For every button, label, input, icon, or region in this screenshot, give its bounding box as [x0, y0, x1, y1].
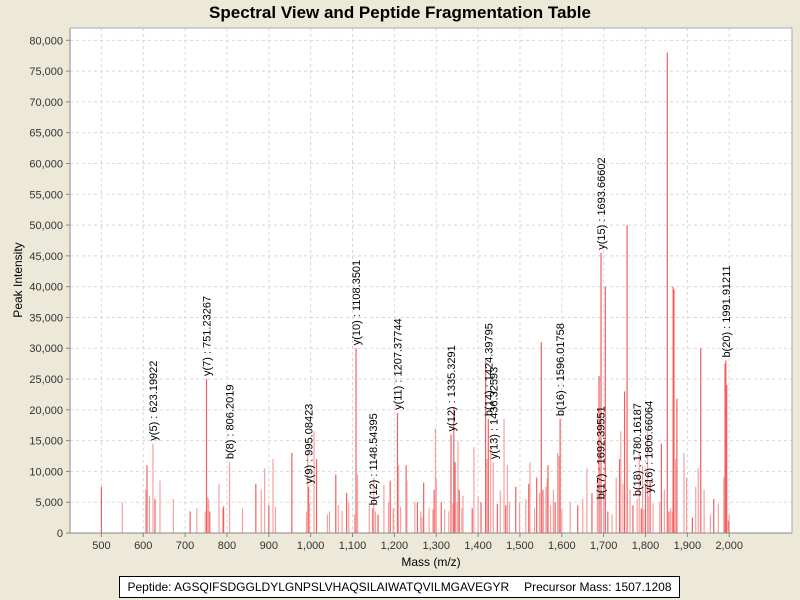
- peak-annotation: y(15) : 1693.66602: [596, 157, 608, 249]
- x-tick-label: 600: [134, 540, 152, 552]
- peak-annotation: y(10) : 1108.3501: [351, 260, 363, 345]
- peak-annotation: b(14) : 1424.39795: [483, 323, 495, 416]
- x-tick-label: 2,000: [715, 540, 743, 552]
- y-tick-label: 60,000: [29, 158, 63, 170]
- x-tick-label: 1,300: [422, 540, 450, 552]
- x-tick-label: 1,600: [548, 540, 576, 552]
- grid: [70, 28, 792, 533]
- x-tick-label: 1,200: [381, 540, 409, 552]
- y-tick-label: 20,000: [29, 405, 63, 417]
- peak-annotation: b(16) : 1596.01758: [555, 323, 567, 416]
- peak-annotation: b(20) : 1991.91211: [721, 265, 733, 357]
- x-tick-label: 1,100: [339, 540, 367, 552]
- peak-annotation: b(18) : 1780.16187: [632, 403, 644, 496]
- peak-annotation: b(12) : 1148.54395: [368, 413, 380, 505]
- peak-annotation: y(16) : 1806.66064: [643, 401, 655, 493]
- y-tick-label: 30,000: [29, 343, 63, 355]
- y-tick-label: 40,000: [29, 282, 63, 294]
- y-tick-label: 35,000: [29, 312, 63, 324]
- x-tick-label: 1,800: [632, 540, 660, 552]
- y-tick-label: 80,000: [29, 35, 63, 47]
- annotations: y(5) : 623.19922 y(7) : 751.23267 b(8) : 8…: [148, 157, 733, 505]
- y-tick-label: 15,000: [29, 436, 63, 448]
- y-tick-label: 25,000: [29, 374, 63, 386]
- peak-annotation: y(7) : 751.23267: [202, 296, 214, 376]
- peak-annotation: y(11) : 1207.37744: [392, 318, 404, 410]
- x-tick-label: 1,500: [506, 540, 534, 552]
- y-tick-label: 65,000: [29, 128, 63, 140]
- x-tick-label: 1,400: [464, 540, 492, 552]
- spectrum-chart: y(5) : 623.19922 y(7) : 751.23267 b(8) : 8…: [11, 27, 793, 569]
- y-tick-label: 5,000: [35, 497, 63, 509]
- plot-area: [70, 28, 792, 533]
- peaks: [100, 52, 730, 533]
- peak-annotation: y(9) : 995.08423: [304, 404, 316, 484]
- precursor-mass: Precursor Mass: 1507.1208: [524, 580, 672, 594]
- y-axis-label: Peak Intensity: [11, 242, 25, 317]
- y-tick-label: 70,000: [29, 97, 63, 109]
- peak-annotation: y(13) : 1436.32593: [488, 367, 500, 459]
- x-tick-label: 1,700: [590, 540, 618, 552]
- axes: 0 5,000 10,000 15,000 20,000 25,000 30,000 35,0…: [29, 27, 793, 552]
- y-tick-label: 45,000: [29, 251, 63, 263]
- y-tick-label: 0: [57, 528, 63, 540]
- x-axis-label: Mass (m/z): [401, 555, 460, 569]
- chart-title: Spectral View and Peptide Fragmentation …: [209, 3, 591, 22]
- y-tick-label: 55,000: [29, 189, 63, 201]
- peptide-info-box: Peptide: AGSQIFSDGGLDYLGNPSLVHAQSILAIWAT…: [119, 576, 680, 598]
- peak-annotation: y(5) : 623.19922: [148, 361, 160, 441]
- peak-annotation: y(12) : 1335.3291: [446, 345, 458, 431]
- x-tick-label: 1,000: [297, 540, 325, 552]
- x-tick-label: 700: [176, 540, 194, 552]
- x-tick-label: 1,900: [674, 540, 702, 552]
- x-tick-label: 500: [92, 540, 110, 552]
- peptide-sequence: Peptide: AGSQIFSDGGLDYLGNPSLVHAQSILAIWAT…: [127, 580, 510, 594]
- y-tick-label: 50,000: [29, 220, 63, 232]
- x-tick-label: 900: [260, 540, 278, 552]
- y-tick-label: 10,000: [29, 466, 63, 478]
- x-tick-label: 800: [218, 540, 236, 552]
- peak-annotation: b(17) : 1692.39551: [595, 406, 607, 499]
- y-tick-label: 75,000: [29, 66, 63, 78]
- peak-annotation: b(8) : 806.2019: [225, 385, 237, 460]
